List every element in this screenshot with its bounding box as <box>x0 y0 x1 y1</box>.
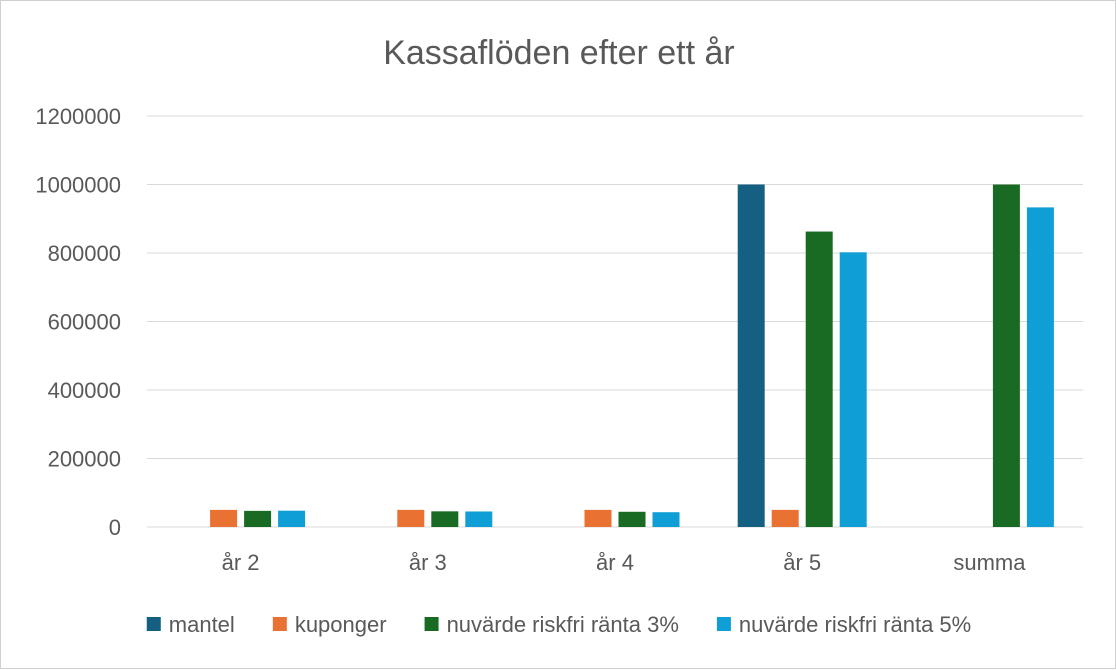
y-tick-label: 600000 <box>48 310 121 335</box>
legend-label: nuvärde riskfri ränta 3% <box>447 612 679 637</box>
y-tick-label: 0 <box>109 515 121 540</box>
bars <box>210 184 1054 527</box>
legend-item: nuvärde riskfri ränta 5% <box>716 612 971 637</box>
legend-item: nuvärde riskfri ränta 3% <box>424 612 679 637</box>
bar-nuv-rde-riskfri-r-nta-3--0 <box>244 510 272 527</box>
bar-kuponger-2 <box>584 509 612 527</box>
bar-nuv-rde-riskfri-r-nta-5--0 <box>278 510 306 527</box>
y-tick-label: 1000000 <box>35 173 121 198</box>
y-tick-label: 800000 <box>48 241 121 266</box>
gridlines <box>147 115 1083 528</box>
bar-kuponger-0 <box>210 509 238 527</box>
bar-mantel-3 <box>737 184 765 527</box>
legend-item: kuponger <box>272 612 387 637</box>
legend: mantel kuponger nuvärde riskfri ränta 3% nu… <box>146 612 971 637</box>
legend-item: mantel <box>146 612 235 637</box>
bar-nuv-rde-riskfri-r-nta-3--3 <box>805 231 833 527</box>
x-tick-label: år 5 <box>783 550 821 575</box>
bar-nuv-rde-riskfri-r-nta-5--2 <box>652 512 680 527</box>
legend-label: kuponger <box>295 612 387 637</box>
x-tick-label: år 2 <box>222 550 260 575</box>
bar-nuv-rde-riskfri-r-nta-5--3 <box>839 252 867 527</box>
legend-swatch <box>424 617 439 631</box>
chart-title: Kassaflöden efter ett år <box>383 34 735 72</box>
legend-swatch <box>272 617 287 631</box>
bar-kuponger-1 <box>397 509 425 527</box>
bar-nuv-rde-riskfri-r-nta-3--2 <box>618 511 646 527</box>
bar-nuv-rde-riskfri-r-nta-5--4 <box>1026 207 1054 527</box>
bar-nuv-rde-riskfri-r-nta-3--4 <box>992 184 1020 527</box>
legend-swatch <box>716 617 731 631</box>
bar-kuponger-3 <box>771 509 799 527</box>
y-axis-ticks: 0 200000 400000 600000 800000 1000000 1200000 <box>35 104 121 540</box>
bar-nuv-rde-riskfri-r-nta-5--1 <box>465 511 493 527</box>
x-tick-label: år 4 <box>596 550 634 575</box>
legend-swatch <box>146 617 161 631</box>
x-tick-label: summa <box>953 550 1026 575</box>
y-tick-label: 200000 <box>48 447 121 472</box>
legend-label: mantel <box>169 612 235 637</box>
x-axis-ticks: år 2 år 3 år 4 år 5 summa <box>222 550 1027 575</box>
y-tick-label: 1200000 <box>35 104 121 129</box>
bar-nuv-rde-riskfri-r-nta-3--1 <box>431 511 459 527</box>
x-tick-label: år 3 <box>409 550 447 575</box>
legend-label: nuvärde riskfri ränta 5% <box>739 612 971 637</box>
y-tick-label: 400000 <box>48 378 121 403</box>
